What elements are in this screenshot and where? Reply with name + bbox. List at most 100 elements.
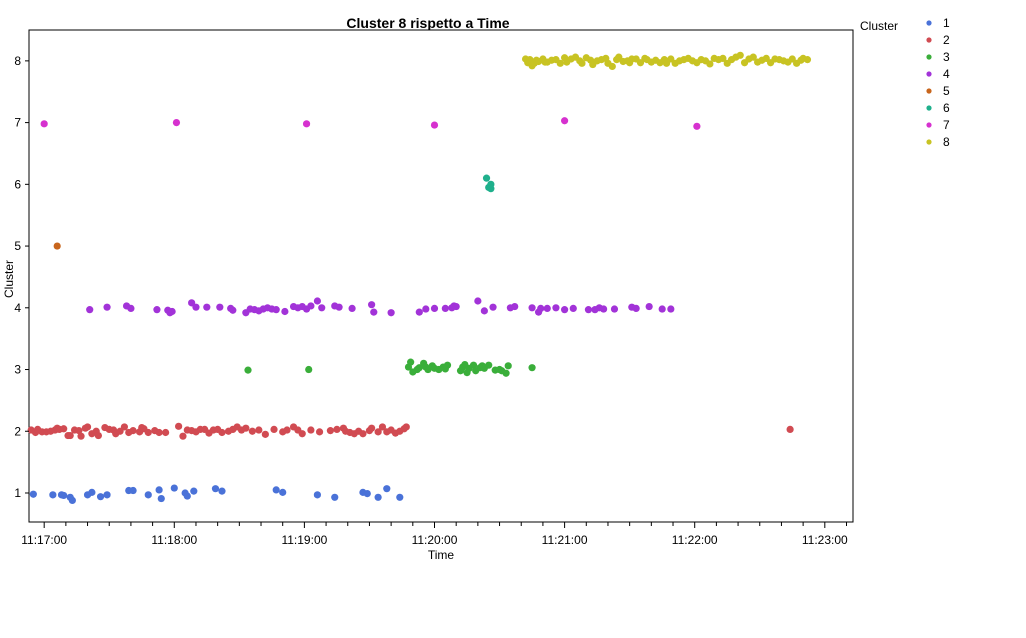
data-point [281, 307, 289, 316]
data-point [168, 307, 176, 316]
x-axis: 11:17:00 11:18:00 11:19:00 11:20:00 11:21:00… [21, 522, 848, 547]
data-point [363, 490, 371, 498]
data-point [335, 303, 343, 311]
data-point [396, 493, 404, 501]
data-point [706, 60, 714, 68]
data-point [667, 305, 675, 313]
data-point [528, 304, 536, 312]
data-point [658, 305, 666, 313]
data-point [359, 430, 367, 438]
legend-label: 6 [943, 101, 950, 115]
data-point [272, 486, 280, 494]
data-point [155, 486, 163, 494]
series-6 [482, 174, 495, 193]
data-point [407, 358, 415, 366]
data-point [94, 431, 102, 440]
data-point [608, 62, 616, 71]
data-point [415, 308, 423, 316]
data-point [96, 493, 105, 501]
data-point [368, 424, 376, 432]
data-point [331, 493, 339, 501]
data-point [103, 491, 111, 499]
data-point [29, 490, 37, 498]
data-point [430, 121, 439, 129]
x-tick-label: 11:17:00 [21, 533, 67, 547]
data-point [60, 425, 68, 433]
data-point [489, 303, 497, 311]
legend-item: 6 [926, 101, 950, 115]
data-point [474, 297, 482, 305]
data-point [86, 306, 94, 314]
series-2 [27, 422, 794, 440]
data-point [378, 423, 387, 431]
data-point [129, 427, 137, 435]
y-tick-label: 3 [14, 363, 21, 377]
data-point [75, 427, 83, 435]
data-point [88, 488, 96, 496]
chart-title: Cluster 8 rispetto a Time [346, 15, 509, 31]
data-point [383, 485, 391, 493]
y-tick-label: 6 [14, 177, 21, 191]
data-point [430, 304, 439, 313]
data-point [370, 308, 378, 316]
data-point [469, 361, 478, 369]
series-3 [244, 358, 536, 377]
legend-title: Cluster [860, 19, 898, 33]
data-point [203, 303, 211, 311]
legend-marker [926, 105, 932, 111]
data-point [103, 303, 111, 311]
data-point [552, 304, 560, 312]
x-tick-label: 11:18:00 [151, 533, 197, 547]
data-point [441, 304, 449, 313]
data-point [307, 426, 315, 434]
legend-label: 3 [943, 50, 950, 64]
legend-item: 4 [926, 67, 950, 81]
data-point [610, 305, 619, 313]
data-point [261, 430, 269, 438]
series-1 [29, 484, 404, 504]
data-point [485, 361, 493, 369]
data-point [749, 53, 757, 61]
data-point [218, 428, 226, 437]
series-5 [53, 242, 61, 250]
data-point [211, 485, 220, 493]
legend-item: 2 [926, 33, 950, 47]
data-point [229, 306, 237, 314]
data-point [569, 304, 577, 313]
data-point [502, 369, 510, 377]
data-point [693, 122, 701, 130]
data-point [374, 493, 382, 501]
data-point [66, 431, 74, 440]
y-tick-label: 5 [14, 239, 21, 253]
legend-label: 7 [943, 118, 950, 132]
data-point [302, 120, 311, 128]
series-8 [521, 51, 812, 71]
data-point [157, 494, 165, 503]
x-axis-label: Time [428, 548, 455, 562]
data-point [326, 427, 335, 435]
data-point [305, 365, 313, 374]
legend-marker [926, 37, 932, 43]
data-point [170, 484, 178, 492]
data-point [333, 425, 341, 434]
data-point [153, 306, 161, 314]
data-point [298, 430, 306, 438]
data-point [348, 304, 356, 313]
y-axis-label: Cluster [2, 260, 16, 298]
data-point [283, 426, 291, 434]
data-point [645, 302, 653, 311]
y-tick-label: 2 [14, 424, 21, 438]
data-point [155, 428, 163, 437]
data-point [307, 302, 315, 310]
x-tick-label: 11:23:00 [802, 533, 848, 547]
data-point [543, 304, 551, 313]
data-point [313, 297, 321, 305]
data-point [719, 54, 727, 62]
data-point [272, 306, 280, 314]
series-7 [40, 117, 701, 130]
legend-marker [926, 20, 932, 26]
data-point [190, 487, 198, 495]
data-point [242, 424, 250, 432]
data-point [537, 304, 545, 313]
